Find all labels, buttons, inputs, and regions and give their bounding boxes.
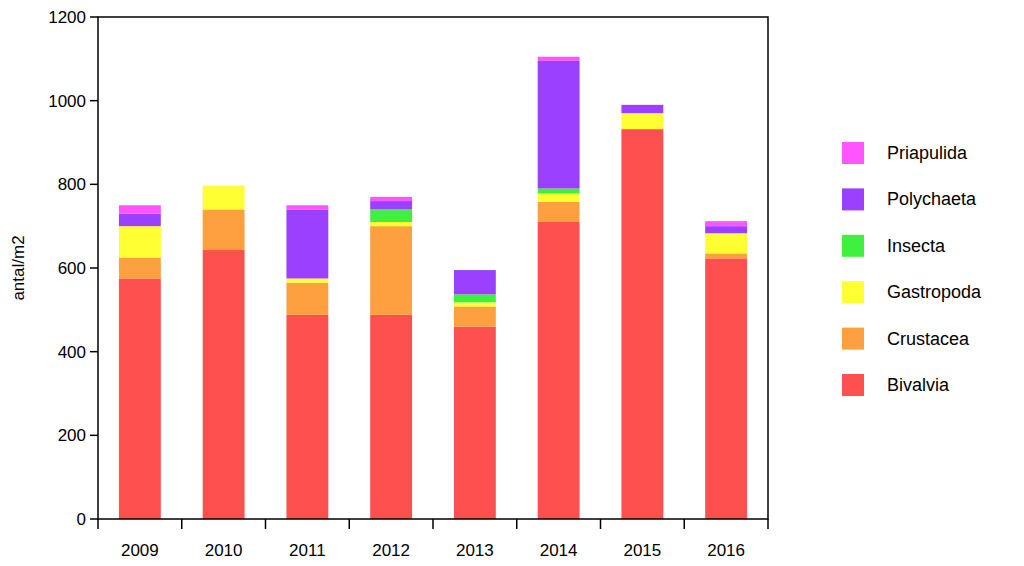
legend-swatch xyxy=(842,142,864,164)
y-tick-label: 400 xyxy=(58,343,86,362)
y-tick xyxy=(90,267,98,269)
bar-segment xyxy=(203,209,245,250)
bar-segment xyxy=(286,205,328,209)
bar-segment xyxy=(119,214,161,227)
x-separator xyxy=(181,519,183,529)
x-separator xyxy=(684,519,686,529)
bar-segment xyxy=(119,258,161,279)
bar-segment xyxy=(454,270,496,294)
bar-segment xyxy=(119,205,161,213)
bar-segment xyxy=(286,209,328,278)
y-axis-label: antal/m2 xyxy=(9,235,28,300)
x-tick-label: 2014 xyxy=(540,541,578,560)
y-axis: 0 200 400 600 800 1000 1200 xyxy=(48,8,98,529)
legend-label: Insecta xyxy=(887,236,946,256)
x-axis: 2009 2010 2011 2012 2013 2014 2015 2016 xyxy=(98,519,768,560)
x-separator xyxy=(349,519,351,529)
bar-segment xyxy=(538,194,580,202)
x-separator xyxy=(265,519,267,529)
bar-segment xyxy=(286,315,328,519)
chart-svg: 0 200 400 600 800 1000 1200 2009 2010 2011 2012 201… xyxy=(0,0,1024,566)
bar-segment xyxy=(621,104,663,105)
bar-segment xyxy=(454,270,496,271)
x-tick-label: 2016 xyxy=(707,541,745,560)
legend-label: Priapulida xyxy=(887,143,968,163)
bar-segment xyxy=(203,185,245,186)
bar-segment xyxy=(370,201,412,209)
bar-segment xyxy=(705,221,747,226)
y-tick xyxy=(90,351,98,353)
legend: Priapulida Polychaeta Insecta Gastropoda Cru… xyxy=(842,142,982,396)
legend-swatch xyxy=(842,281,864,303)
bar-segment xyxy=(286,283,328,315)
legend-swatch xyxy=(842,188,864,210)
y-tick xyxy=(90,435,98,437)
x-tick-label: 2012 xyxy=(372,541,410,560)
y-tick xyxy=(90,100,98,102)
y-tick xyxy=(90,16,98,18)
bar-segment xyxy=(203,185,245,186)
x-tick-label: 2009 xyxy=(121,541,159,560)
y-tick-label: 800 xyxy=(58,175,86,194)
legend-label: Bivalvia xyxy=(887,375,950,395)
bar-segment xyxy=(538,222,580,519)
x-separator xyxy=(432,519,434,529)
bar-segment xyxy=(454,306,496,326)
bar-segment xyxy=(119,226,161,257)
bar-segment xyxy=(286,278,328,282)
bar-segment xyxy=(538,189,580,194)
bar-segment xyxy=(370,315,412,519)
y-tick xyxy=(90,518,98,520)
bar-segment xyxy=(538,57,580,61)
bar-segment xyxy=(621,105,663,113)
legend-swatch xyxy=(842,328,864,350)
bar-segment xyxy=(454,302,496,306)
bars xyxy=(119,57,747,519)
y-tick-label: 200 xyxy=(58,426,86,445)
legend-swatch xyxy=(842,235,864,257)
bar-segment xyxy=(454,327,496,519)
legend-label: Polychaeta xyxy=(887,189,977,209)
bar-segment xyxy=(203,185,245,186)
y-tick-label: 1000 xyxy=(48,92,86,111)
bar-segment xyxy=(705,233,747,253)
bar-segment xyxy=(538,61,580,189)
legend-label: Crustacea xyxy=(887,329,970,349)
bar-segment xyxy=(705,226,747,233)
bar-segment xyxy=(621,129,663,519)
legend-label: Gastropoda xyxy=(887,282,982,302)
y-tick-label: 1200 xyxy=(48,8,86,27)
x-separator xyxy=(516,519,518,529)
x-tick-label: 2010 xyxy=(205,541,243,560)
bar-segment xyxy=(370,222,412,226)
bar-segment xyxy=(538,202,580,222)
bar-segment xyxy=(203,250,245,519)
bar-segment xyxy=(621,113,663,129)
legend-swatch xyxy=(842,374,864,396)
bar-segment xyxy=(705,253,747,258)
bar-segment xyxy=(119,278,161,519)
x-separator xyxy=(600,519,602,529)
chart-container: 0 200 400 600 800 1000 1200 2009 2010 2011 2012 201… xyxy=(0,0,1024,566)
bar-segment xyxy=(203,186,245,210)
x-tick-label: 2011 xyxy=(289,541,326,560)
bar-segment xyxy=(370,226,412,315)
bar-segment xyxy=(454,294,496,302)
x-tick-label: 2013 xyxy=(456,541,494,560)
y-tick-label: 0 xyxy=(77,510,86,529)
x-tick-label: 2015 xyxy=(623,541,661,560)
bar-segment xyxy=(705,258,747,519)
bar-segment xyxy=(370,209,412,222)
x-separator xyxy=(97,519,99,529)
plot-frame xyxy=(98,17,768,519)
bar-segment xyxy=(370,197,412,201)
y-tick-label: 600 xyxy=(58,259,86,278)
y-tick xyxy=(90,184,98,186)
x-separator xyxy=(767,519,769,529)
